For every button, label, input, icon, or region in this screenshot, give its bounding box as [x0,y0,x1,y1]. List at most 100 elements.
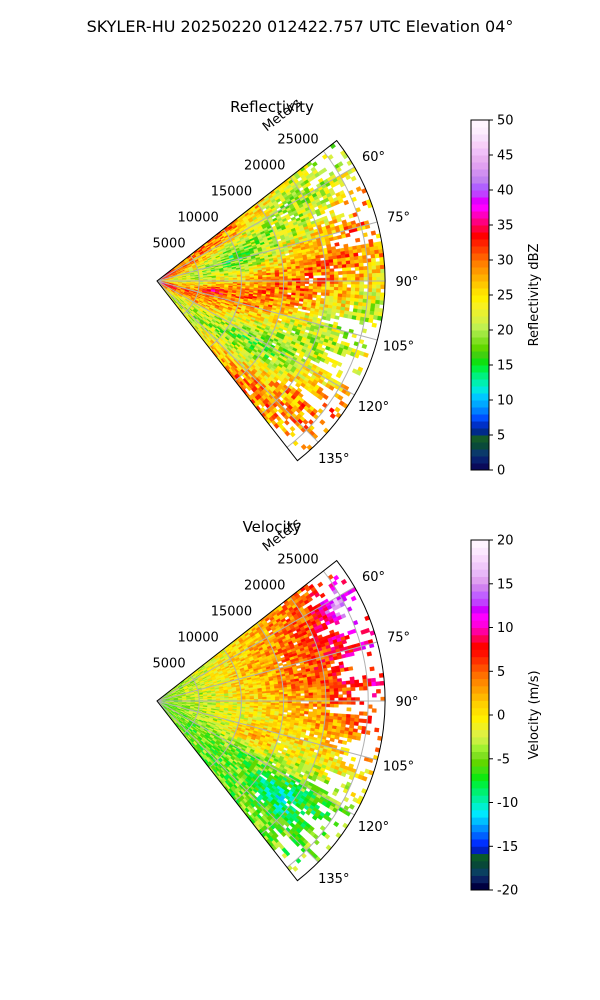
heatmap-cell [374,253,380,259]
colorbar-segment [471,316,489,324]
heatmap-cell [368,318,374,324]
colorbar-tick-label: 45 [497,149,514,164]
heatmap-cell [319,592,326,599]
colorbar-segment [471,197,489,205]
heatmap-cell [316,289,322,293]
heatmap-cell [334,242,340,247]
heatmap-cell [342,290,347,295]
heatmap-cell [316,286,322,290]
colorbar-segment [471,358,489,366]
colorbar-segment [471,393,489,401]
radial-tick-label: 5000 [153,236,186,251]
heatmap-cell [335,412,342,419]
heatmap-cell [354,237,361,243]
heatmap-cell [287,273,293,277]
heatmap-cell [329,274,335,279]
heatmap-cell [339,313,345,318]
heatmap-cell [337,296,343,301]
heatmap-cell [329,283,335,288]
heatmap-cell [376,288,381,293]
heatmap-cell [343,313,349,319]
heatmap-cell [375,299,381,305]
heatmap-cell [312,283,318,287]
heatmap-cell [333,261,339,266]
colorbar-segment [471,155,489,163]
heatmap-cell [308,283,314,287]
heatmap-cell [375,261,381,266]
heatmap-cell [346,277,352,282]
heatmap-cell [350,290,356,296]
heatmap-cell [379,256,385,262]
heatmap-cell [304,272,310,277]
heatmap-cell [373,245,379,251]
colorbar-segment [471,141,489,149]
heatmap-cell [350,284,356,289]
heatmap-cell [362,258,368,264]
heatmap-cell [337,290,343,295]
heatmap-cell [349,297,355,302]
heatmap-cell [358,259,364,264]
heatmap-cell [351,280,356,285]
heatmap-cell [372,280,377,285]
reflectivity-colorbar [470,119,490,471]
heatmap-cell [295,283,301,287]
heatmap-cell [342,283,348,288]
heatmap-cell [380,284,386,290]
heatmap-cell [258,277,263,280]
heatmap-cell [371,265,377,270]
colorbar-segment [471,260,489,268]
colorbar-segment [471,134,489,142]
colorbar-segment [471,365,489,373]
heatmap-cell [312,286,318,290]
heatmap-cell [374,307,380,313]
heatmap-cell [333,290,339,294]
heatmap-cell [355,273,360,278]
heatmap-cell [349,256,355,261]
heatmap-cell [345,257,351,262]
heatmap-cell [337,264,343,269]
heatmap-cell [354,263,360,268]
heatmap-cell [341,264,347,269]
angle-tick-label: 60° [362,150,385,165]
angle-tick-label: 75° [387,210,410,225]
reflectivity-colorbar-label: Reflectivity dBZ [527,244,542,347]
heatmap-cell [241,277,246,280]
colorbar-segment [471,162,489,170]
heatmap-cell [279,282,284,286]
heatmap-cell [329,289,335,294]
heatmap-cell [283,273,289,277]
heatmap-cell [295,273,301,277]
heatmap-cell [358,298,364,303]
colorbar-segment [471,225,489,233]
heatmap-cell [356,248,363,254]
heatmap-cell [300,443,307,451]
heatmap-cell [343,199,350,206]
heatmap-cell [321,268,326,273]
heatmap-cell [289,425,296,432]
heatmap-cell [299,270,305,274]
heatmap-cell [376,276,382,282]
heatmap-cell [312,269,318,274]
heatmap-cell [342,267,347,272]
heatmap-cell [338,271,343,275]
colorbar-segment [471,456,489,464]
heatmap-cell [291,273,297,277]
heatmap-cell [371,269,377,274]
heatmap-cell [376,284,381,290]
heatmap-cell [316,269,322,273]
heatmap-cell [325,286,331,291]
heatmap-cell [321,286,327,291]
heatmap-cell [321,283,327,288]
radial-tick-label: 20000 [244,158,285,173]
heatmap-cell [320,266,326,270]
colorbar-segment [471,330,489,338]
heatmap-cell [291,285,297,289]
heatmap-cell [376,272,381,278]
heatmap-cell [279,274,284,277]
angle-tick-label: 90° [395,275,418,290]
heatmap-cell [357,255,364,261]
heatmap-cell [375,296,381,301]
heatmap-cell [380,276,386,282]
